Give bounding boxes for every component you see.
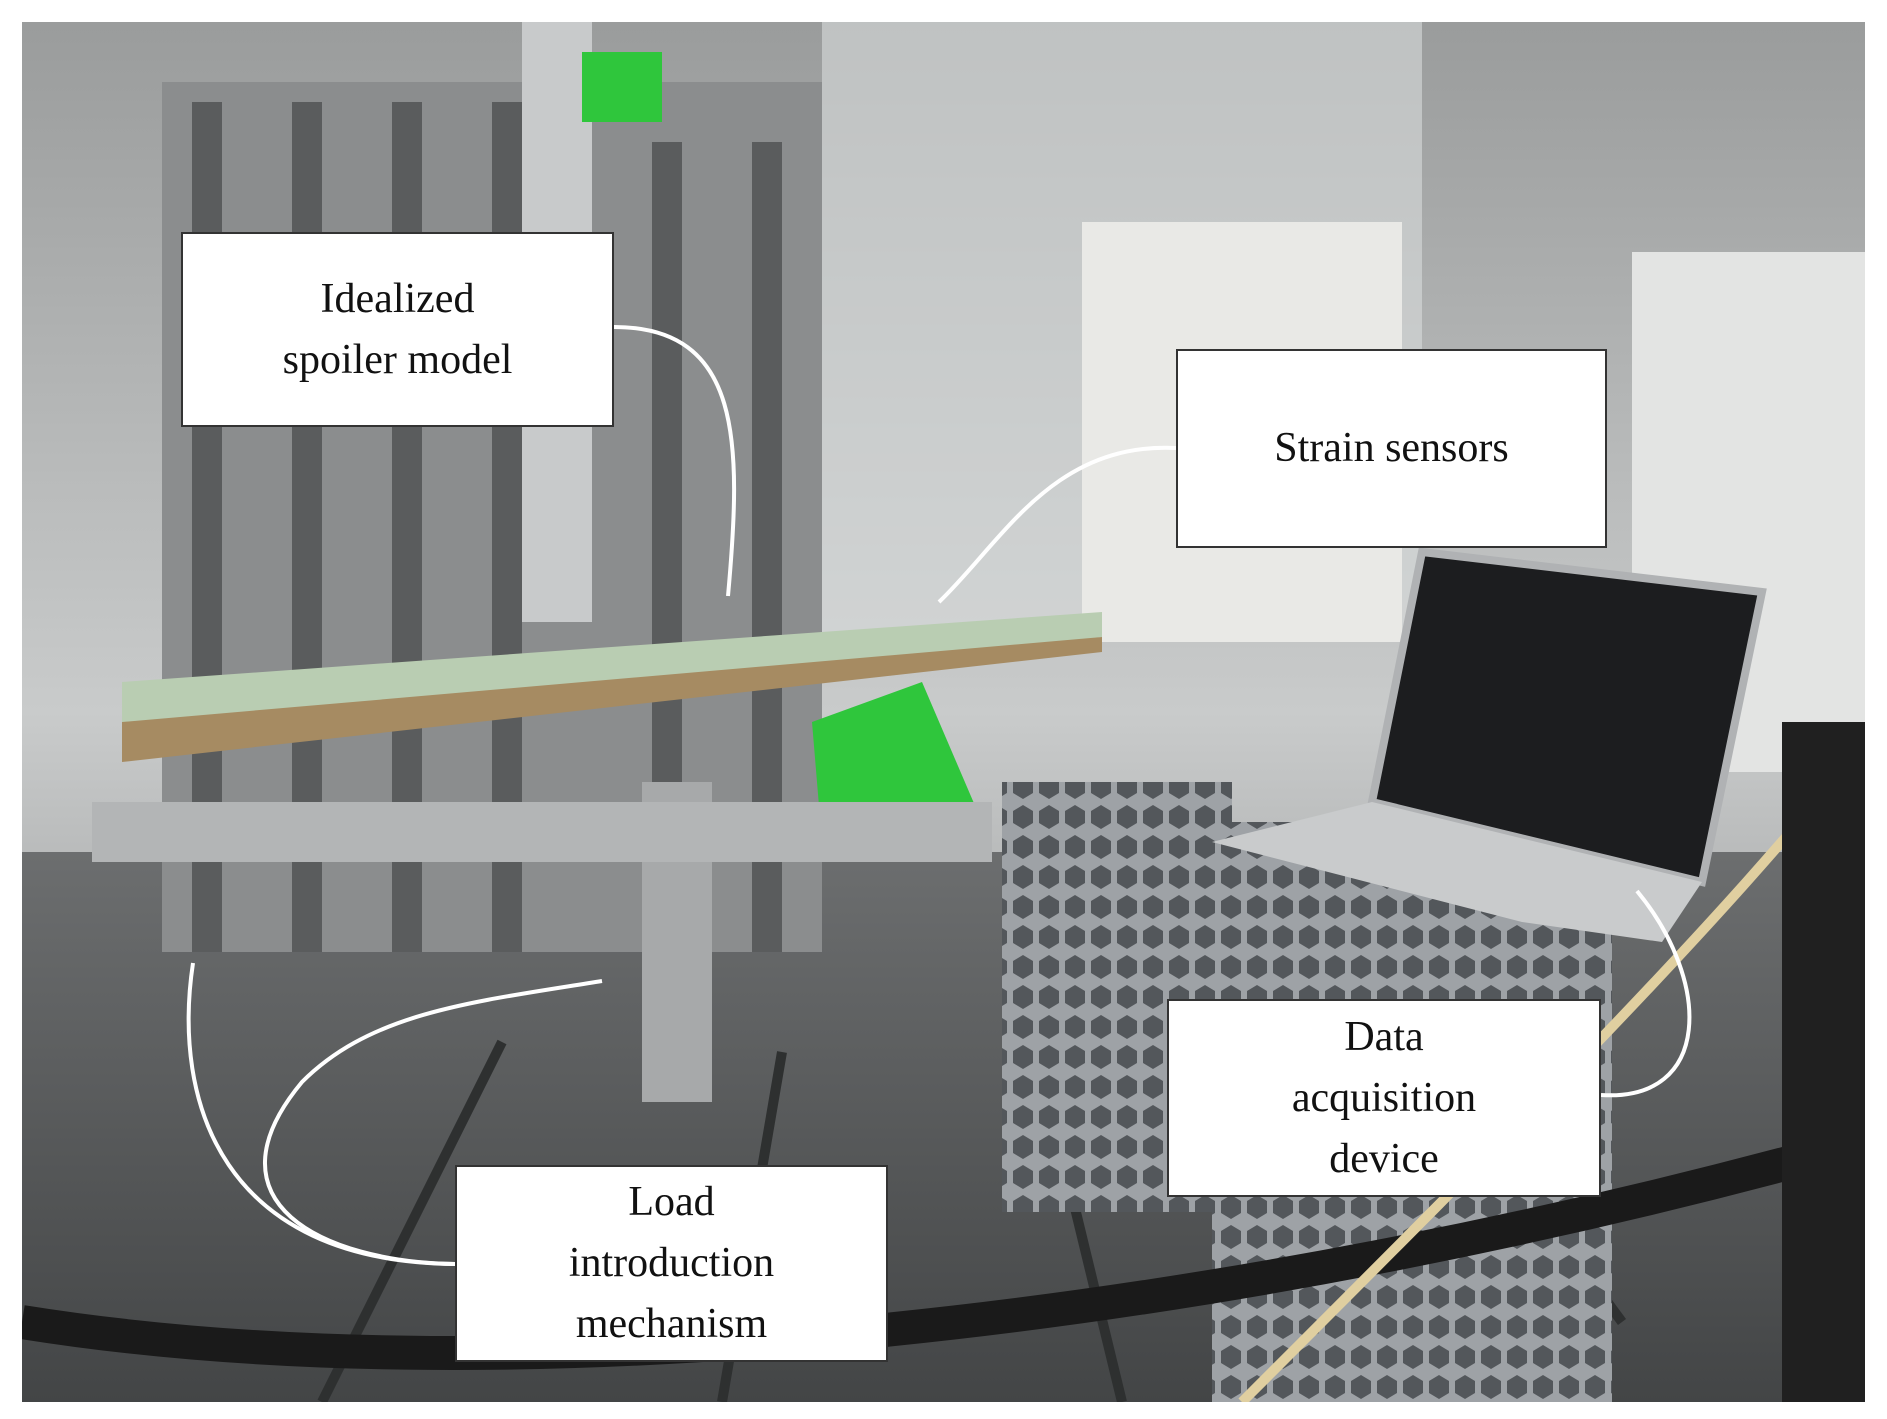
callout-line: Load [628, 1179, 715, 1225]
callout-line: Idealized [320, 275, 475, 322]
specimen-core [122, 637, 1102, 762]
callout-strain-sensors: Strain sensors [1176, 349, 1607, 548]
callout-data-acquisition-device: Data acquisition device [1167, 999, 1601, 1197]
green-fixture [582, 52, 662, 122]
laptop-base [1212, 802, 1702, 942]
black-hose [22, 1125, 1865, 1370]
aluminium-profile [92, 802, 992, 862]
callout-line: spoiler model [282, 336, 513, 383]
callout-line: acquisition [1291, 1074, 1477, 1121]
callout-idealized-spoiler-model: Idealized spoiler model [181, 232, 614, 427]
leader-spoiler [613, 325, 737, 597]
leader-data [1600, 889, 1692, 1098]
lab-test-setup-photo [22, 22, 1865, 1402]
leader-load-2 [263, 979, 603, 1266]
callout-line: Data [1344, 1013, 1424, 1060]
leader-strain [937, 445, 1177, 604]
leader-lines [186, 325, 1692, 1266]
callout-line: Strain sensors [1274, 425, 1509, 471]
callout-line: introduction [568, 1240, 775, 1286]
callout-load-introduction-mechanism: Load introduction mechanism [455, 1165, 888, 1362]
black-pipe-right [1782, 722, 1865, 1402]
callout-line: device [1329, 1135, 1439, 1182]
callout-line: mechanism [575, 1301, 768, 1347]
